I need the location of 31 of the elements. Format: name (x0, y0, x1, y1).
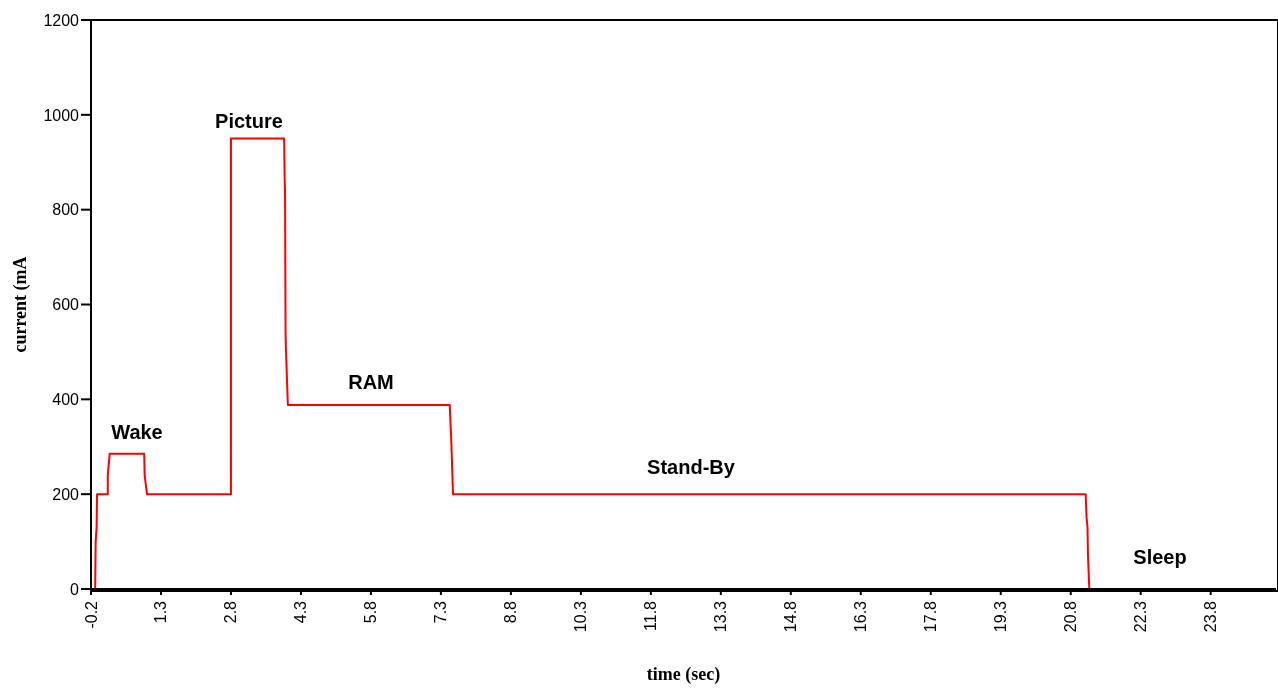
x-tick-label: 7.3 (432, 600, 450, 624)
x-tick-label: 1.3 (152, 600, 170, 624)
x-axis-title: time (sec) (646, 664, 721, 685)
x-tick-label: 2.8 (222, 600, 240, 624)
x-tick-label: 4.3 (292, 600, 310, 624)
x-tick-label: 13.3 (712, 600, 730, 633)
x-tick-label: 22.3 (1132, 600, 1150, 633)
y-tick-label: 1200 (43, 11, 80, 29)
annotation: Stand-By (647, 455, 735, 479)
y-tick-label: 800 (52, 201, 80, 219)
x-tick-label: 19.3 (992, 600, 1010, 633)
x-tick-label: 23.8 (1202, 600, 1220, 633)
x-tick-label: 20.8 (1062, 600, 1080, 633)
x-tick-label: 14.8 (782, 600, 800, 633)
y-tick-label: 400 (52, 391, 80, 409)
x-tick-label: 17.8 (922, 600, 940, 633)
x-tick-label: 11.8 (642, 600, 660, 631)
y-axis-title: current (mA (10, 256, 32, 353)
annotation: Wake (111, 420, 163, 444)
x-tick-label: 8.8 (502, 600, 520, 624)
y-tick-label: 0 (70, 580, 80, 598)
x-tick-label: -0.2 (82, 600, 100, 629)
x-tick-label: 16.3 (852, 600, 870, 633)
y-tick-label: 600 (52, 296, 80, 314)
annotation: Picture (215, 109, 283, 133)
annotation: Sleep (1133, 545, 1187, 569)
y-tick-label: 1000 (43, 106, 80, 124)
annotation: RAM (348, 370, 394, 394)
y-tick-label: 200 (52, 485, 80, 503)
x-tick-label: 5.8 (362, 600, 380, 624)
x-tick-label: 10.3 (572, 600, 590, 633)
